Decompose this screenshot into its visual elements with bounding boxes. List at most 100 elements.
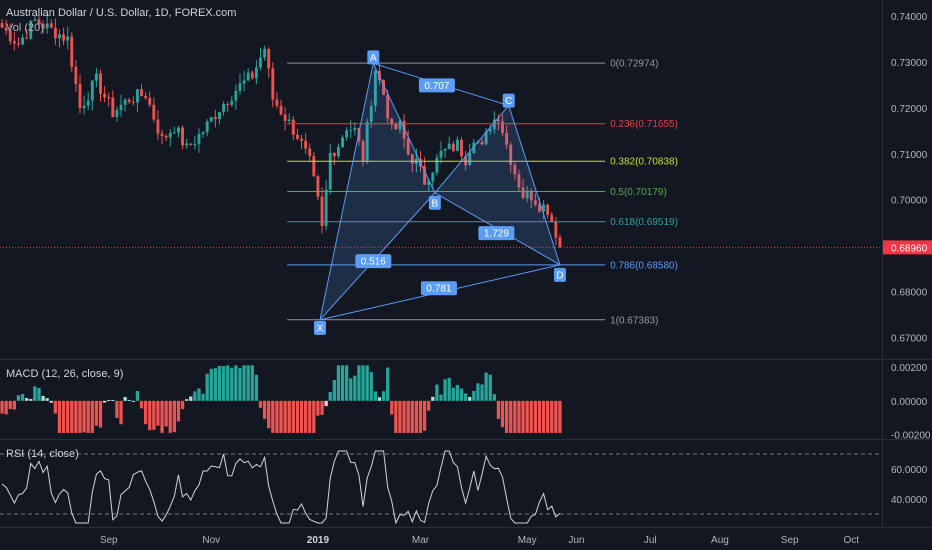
candle-body [349, 130, 353, 132]
candle-body [185, 143, 189, 146]
macd-bar [410, 400, 414, 433]
macd-bar [164, 400, 168, 427]
price-tick-label: 0.70000 [891, 196, 928, 207]
macd-bar [279, 400, 283, 433]
candle-body [496, 119, 500, 122]
macd-label: MACD (12, 26, close, 9) [6, 368, 124, 380]
candle-body [394, 123, 398, 130]
macd-bar [226, 365, 230, 401]
macd-bar [496, 400, 501, 419]
candle-body [254, 67, 258, 79]
candle-body [82, 105, 86, 109]
svg-text:X: X [317, 323, 324, 334]
candle-body [546, 204, 550, 215]
macd-bar [98, 400, 103, 428]
candle-body [382, 80, 386, 95]
macd-bar [480, 384, 484, 401]
candle-body [127, 99, 131, 102]
candle-body [181, 127, 184, 146]
macd-bar [230, 367, 234, 401]
macd-bar [86, 400, 90, 433]
candle-body [353, 128, 357, 131]
macd-bar [295, 400, 300, 433]
candle-body [8, 30, 12, 42]
macd-bar [152, 400, 156, 430]
macd-bar [484, 372, 488, 401]
candle-body [0, 23, 4, 28]
candle-body [25, 37, 29, 39]
pattern-leg [508, 105, 561, 265]
candle-body [328, 152, 332, 190]
candle-body [135, 89, 139, 103]
candle-body [41, 24, 45, 29]
macd-bar [500, 400, 505, 428]
macd-bar [336, 365, 341, 401]
macd-bar [312, 400, 316, 433]
candle-body [480, 141, 484, 145]
price-tick-label: 0.74000 [891, 12, 928, 23]
fib-level-label: 1(0.67383) [610, 315, 658, 326]
macd-bar [386, 367, 390, 401]
candle-body [242, 80, 246, 84]
macd-bar [119, 400, 123, 425]
macd-bar [221, 365, 226, 401]
candle-body [148, 98, 152, 105]
macd-bar [418, 400, 423, 433]
candle-body [209, 117, 213, 122]
candle-body [468, 153, 472, 166]
macd-bar [258, 400, 263, 408]
macd-bar [439, 394, 443, 401]
candle-body [103, 93, 107, 98]
candle-body [365, 121, 369, 162]
macd-bar [517, 400, 521, 433]
macd-bar [328, 391, 332, 401]
macd-bar [377, 397, 382, 401]
macd-bar [271, 400, 275, 433]
candle-body [402, 120, 406, 139]
macd-bar [513, 400, 517, 433]
macd-bar [365, 365, 369, 401]
candle-body [193, 143, 197, 146]
macd-bar [180, 400, 185, 410]
pattern-ratio-label: 0.516 [355, 254, 392, 269]
candle-body [373, 70, 377, 106]
macd-bar [308, 400, 312, 433]
symbol-title: Australian Dollar / U.S. Dollar, 1D, FOR… [6, 7, 237, 19]
macd-bar [447, 377, 451, 401]
candle-body [259, 57, 262, 68]
macd-bar [189, 396, 193, 401]
candle-body [21, 37, 24, 45]
candle-body [222, 103, 226, 112]
candle-body [197, 133, 201, 144]
candle-body [94, 73, 98, 81]
candle-body [218, 111, 221, 119]
macd-bar [394, 400, 398, 433]
candle-body [53, 27, 57, 39]
macd-tick-label: 0.00200 [891, 363, 928, 374]
macd-bar [66, 400, 70, 433]
macd-bar [533, 400, 537, 433]
candle-body [443, 149, 447, 151]
fib-level-label: 0(0.72974) [610, 59, 658, 70]
candle-body [501, 121, 504, 133]
price-tick-label: 0.71000 [891, 150, 928, 161]
macd-bar [546, 400, 550, 433]
macd-bar [53, 400, 58, 414]
macd-bar [78, 400, 82, 433]
svg-text:C: C [505, 96, 512, 107]
macd-bar [303, 400, 308, 433]
candle-body [263, 49, 267, 58]
macd-bar [4, 400, 8, 415]
candle-body [509, 144, 513, 165]
macd-bar [148, 400, 152, 431]
rsi-line [1, 450, 561, 525]
candle-body [492, 119, 496, 130]
macd-bar [143, 400, 148, 425]
macd-bar [37, 388, 41, 401]
macd-bar [0, 400, 4, 414]
macd-bar [541, 400, 546, 433]
candle-body [472, 142, 476, 154]
macd-tick-label: -0.00200 [891, 431, 931, 442]
candle-body [484, 131, 488, 145]
